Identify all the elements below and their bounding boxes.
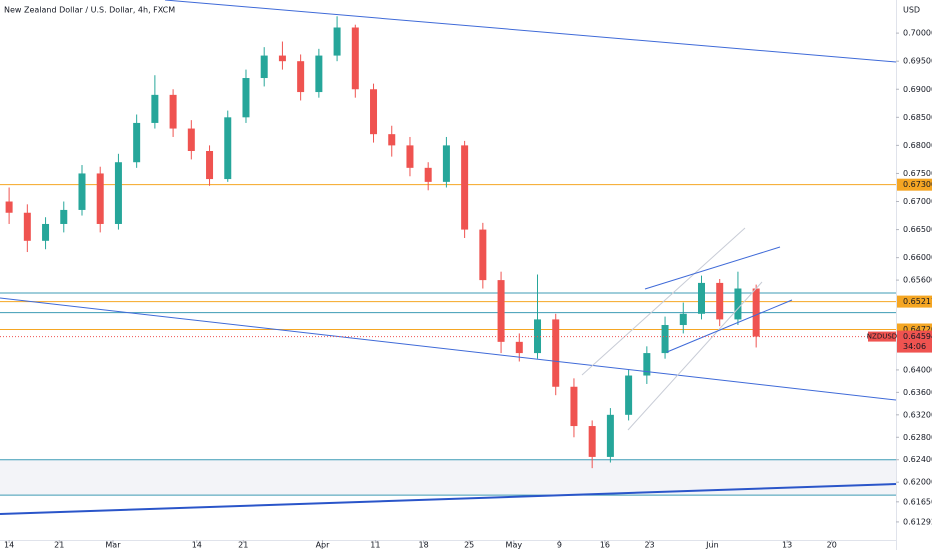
candle-body (388, 134, 396, 146)
candle-body (661, 325, 669, 354)
candle-body (278, 55, 286, 62)
price-badge-label: 0.65217 (903, 297, 932, 306)
trend-line (0, 297, 897, 401)
x-tick-label: 21 (238, 541, 248, 550)
candle-body (752, 288, 760, 337)
price-badge-label: 0.64720 (903, 325, 932, 334)
channel-line (627, 281, 763, 431)
currency-label: USD (903, 6, 920, 15)
candle-body (716, 282, 724, 320)
candle-body (224, 117, 232, 180)
candle-body (23, 212, 31, 241)
candle-body (151, 94, 159, 123)
x-tick-label: Jun (705, 541, 719, 550)
last-price-label: 0.64594 (903, 332, 932, 341)
candle-body (406, 145, 414, 168)
trend-line (0, 483, 897, 515)
x-tick-label: 16 (600, 541, 610, 550)
candle-body (60, 209, 68, 224)
chart-title: New Zealand Dollar / U.S. Dollar, 4h, FX… (4, 6, 175, 15)
candle-body (42, 223, 50, 241)
x-tick-label: 25 (464, 541, 474, 550)
x-tick-label: 13 (782, 541, 792, 550)
candle-body (606, 414, 614, 457)
zone (0, 459, 896, 496)
candle-body (297, 61, 305, 93)
candle-body (260, 55, 268, 79)
candle-body (206, 150, 214, 180)
x-tick-label: May (506, 541, 523, 550)
x-tick-label: 14 (4, 541, 14, 550)
candle-body (96, 173, 104, 224)
y-tick-label: 0.61292 (903, 517, 932, 526)
candle-body (5, 201, 13, 213)
symbol-label: NZDUSD (867, 333, 897, 341)
candle-body (625, 375, 633, 415)
x-tick-label: 9 (557, 541, 562, 550)
wedge-line (666, 299, 793, 353)
candle-body (570, 386, 578, 427)
last-price-badge (897, 330, 932, 353)
candle-body (697, 282, 705, 314)
candle-body (315, 55, 323, 93)
candle-body (242, 78, 250, 118)
candle-body (187, 128, 195, 151)
x-tick-label: 14 (192, 541, 202, 550)
candle-body (169, 94, 177, 129)
candle-body (424, 167, 432, 182)
candle-body (497, 280, 505, 342)
x-tick-label: 11 (370, 541, 380, 550)
x-tick-label: Apr (316, 541, 331, 550)
x-tick-label: 21 (54, 541, 64, 550)
channel-line (581, 227, 746, 376)
price-badge (897, 295, 932, 308)
candle-body (479, 229, 487, 281)
candle-body (588, 426, 596, 457)
x-tick-label: 23 (644, 541, 654, 550)
candle-body (679, 313, 687, 326)
candle-body (552, 319, 560, 387)
x-tick-label: Mar (105, 541, 121, 550)
candle-body (734, 288, 742, 320)
candle-body (643, 353, 651, 376)
plot-area (0, 16, 896, 496)
candle-body (351, 27, 359, 90)
candle-body (461, 145, 469, 230)
wedge-line (644, 246, 781, 290)
candle-body (515, 341, 523, 354)
x-tick-label: 18 (419, 541, 429, 550)
candle-body (333, 27, 341, 56)
symbol-badge (868, 331, 896, 342)
price-badge (897, 178, 932, 191)
countdown-label: 34:06 (903, 342, 926, 351)
candle-body (370, 89, 378, 135)
candle-body (442, 145, 450, 182)
trend-line (164, 0, 897, 63)
candle-body (114, 162, 122, 224)
candle-body (133, 122, 141, 163)
candle-body (78, 173, 86, 210)
x-tick-label: 20 (827, 541, 837, 550)
